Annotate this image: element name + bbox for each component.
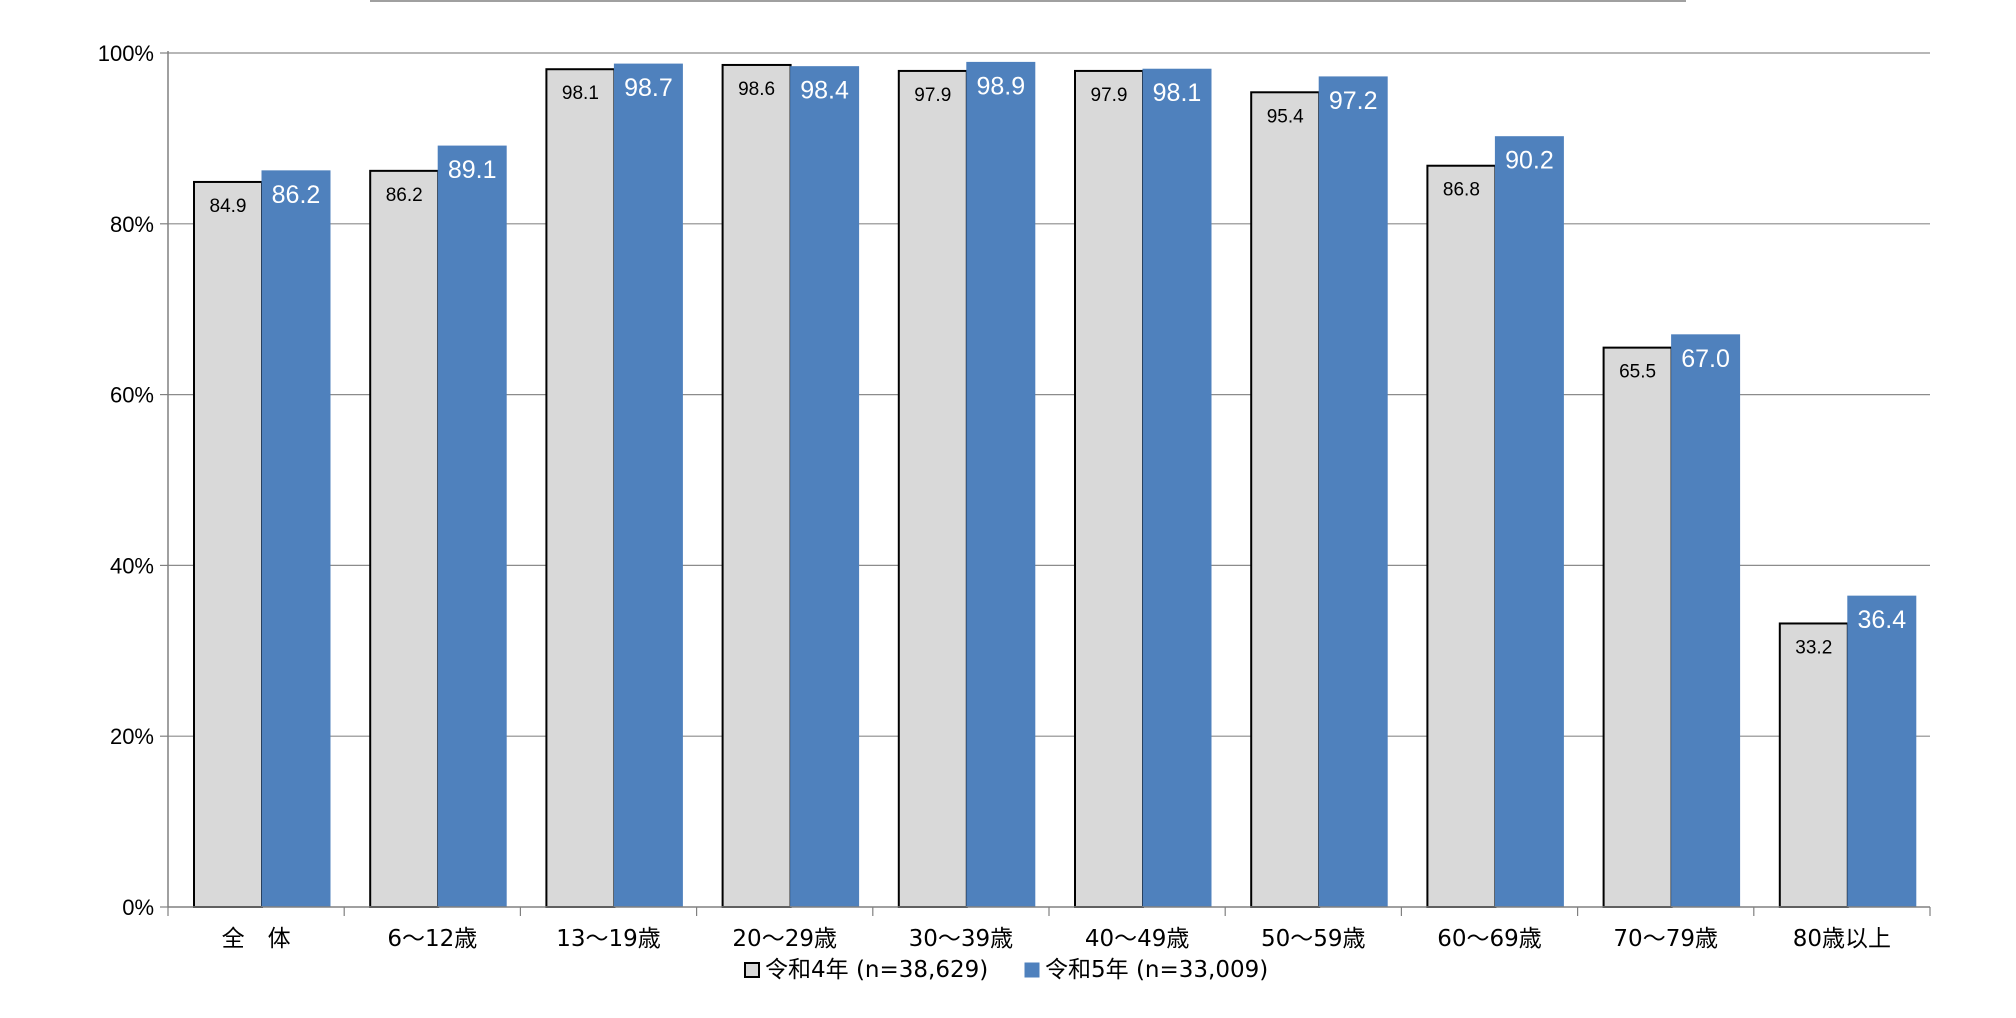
x-axis-categories: 全 体 6～12歳 13～19歳 20～29歳 30～39歳 40～49歳 50～59歳 60… xyxy=(222,926,1891,952)
bar-r5 xyxy=(437,145,507,908)
x-category-label: 70～79歳 xyxy=(1613,926,1718,952)
axes xyxy=(167,51,1931,916)
x-category-label: 全 体 xyxy=(222,926,291,952)
bar-r4 xyxy=(369,169,440,909)
data-label: 98.9 xyxy=(976,72,1025,100)
bar-r5 xyxy=(1671,334,1741,908)
data-label: 98.1 xyxy=(562,83,599,104)
bar-r4 xyxy=(193,180,263,909)
data-label: 97.2 xyxy=(1329,87,1378,115)
legend: 令和4年 (n=38,629) 令和5年 (n=33,009) xyxy=(744,957,1268,983)
legend-label: 令和4年 (n=38,629) xyxy=(765,957,988,983)
x-category-label: 60～69歳 xyxy=(1437,926,1542,952)
data-label: 97.9 xyxy=(1091,85,1128,106)
data-label: 98.7 xyxy=(624,74,673,102)
data-label: 67.0 xyxy=(1681,345,1730,373)
bar-r5 xyxy=(1142,68,1212,908)
legend-swatch xyxy=(744,962,760,978)
data-labels: 84.9 86.2 98.1 98.6 97.9 97.9 95.4 86.8 65.5 33.2… xyxy=(210,72,1907,658)
y-tick-label: 40% xyxy=(110,553,154,578)
x-category-label: 40～49歳 xyxy=(1085,926,1190,952)
bar-r4 xyxy=(1602,346,1673,908)
data-label: 98.1 xyxy=(1153,79,1202,107)
bars xyxy=(193,61,1917,909)
bar-r4 xyxy=(1778,622,1849,908)
legend-swatch xyxy=(1024,962,1040,978)
bar-r4 xyxy=(545,68,616,908)
legend-label: 令和5年 (n=33,009) xyxy=(1045,957,1268,983)
bar-r5 xyxy=(966,61,1036,908)
bar-r5 xyxy=(1494,136,1564,908)
data-label: 97.9 xyxy=(914,85,951,106)
y-tick-label: 60% xyxy=(110,383,154,408)
y-tick-label: 80% xyxy=(110,212,154,237)
bar-r4 xyxy=(897,69,968,908)
x-category-label: 30～39歳 xyxy=(909,926,1014,952)
data-label: 98.4 xyxy=(800,77,849,105)
bar-r4 xyxy=(1250,91,1321,908)
data-label: 86.2 xyxy=(272,181,321,209)
x-category-label: 50～59歳 xyxy=(1261,926,1366,952)
data-label: 33.2 xyxy=(1795,637,1832,658)
bar-r5 xyxy=(613,63,683,908)
y-tick-label: 100% xyxy=(98,41,154,66)
y-axis-ticks: 0% 20% 40% 60% 80% 100% xyxy=(98,41,168,920)
x-category-label: 80歳以上 xyxy=(1793,926,1891,952)
bar-r4 xyxy=(1074,69,1144,908)
bar-r5 xyxy=(1318,76,1388,908)
y-tick-label: 0% xyxy=(122,895,154,920)
bar-r4 xyxy=(721,63,792,909)
data-label: 36.4 xyxy=(1857,606,1906,634)
data-label: 95.4 xyxy=(1267,106,1304,127)
bar-r5 xyxy=(261,170,331,908)
data-label: 86.8 xyxy=(1443,180,1480,201)
x-category-label: 13～19歳 xyxy=(556,926,661,952)
data-label: 65.5 xyxy=(1619,362,1656,383)
bar-r4 xyxy=(1426,164,1497,908)
x-category-label: 6～12歳 xyxy=(387,926,477,952)
bar-r5 xyxy=(1847,595,1917,908)
data-label: 86.2 xyxy=(386,185,423,206)
x-category-label: 20～29歳 xyxy=(732,926,837,952)
data-label: 89.1 xyxy=(448,156,497,184)
bar-r5 xyxy=(790,66,860,908)
data-label: 90.2 xyxy=(1505,147,1554,175)
data-label: 84.9 xyxy=(210,196,247,217)
y-tick-label: 20% xyxy=(110,724,154,749)
data-label: 98.6 xyxy=(738,79,775,100)
